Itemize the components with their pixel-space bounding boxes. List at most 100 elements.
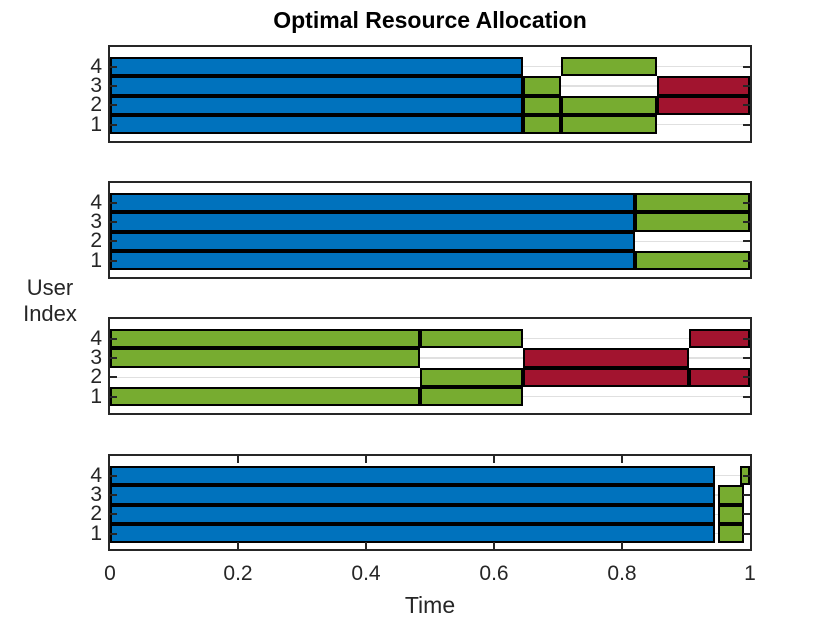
x-tick-label: 0.2: [223, 562, 253, 585]
y-tick-label: 4: [90, 190, 102, 214]
y-tick-right: [743, 259, 750, 262]
x-tick-label: 1: [744, 562, 756, 585]
bar-segment-user4-green: [561, 57, 658, 77]
y-tick-right: [743, 65, 750, 68]
y-tick-left: [110, 474, 117, 477]
x-tick-label: 0.6: [479, 562, 509, 585]
x-axis-label: Time: [404, 592, 456, 618]
bar-segment-user3-green: [718, 485, 744, 505]
bar-segment-user1-green: [420, 386, 523, 407]
y-tick-left: [110, 84, 117, 87]
y-tick-right: [743, 337, 750, 340]
y-tick-label: 1: [90, 248, 102, 272]
y-tick-right: [743, 356, 750, 359]
y-tick-label: 2: [90, 229, 102, 253]
y-tick-right: [743, 532, 750, 535]
subplot-4-axes: 4 3 2 1 0 0.2 0.4 0.6 0.8 1: [90, 454, 756, 585]
bar-segment-user4-blue: [110, 193, 635, 213]
bar-segment-user3-red: [657, 76, 750, 96]
bar-segment-user2-blue: [110, 95, 523, 115]
y-tick-label: 1: [90, 112, 102, 136]
y-tick-left: [110, 356, 117, 359]
y-tick-left: [110, 123, 117, 126]
x-tick-label: 0: [104, 562, 116, 585]
y-tick-label: 3: [90, 345, 102, 369]
y-tick-right: [743, 493, 750, 496]
y-tick-right: [743, 376, 750, 379]
y-tick-label: 4: [90, 54, 102, 78]
bar-segment-user2-green: [561, 95, 658, 115]
chart-title: Optimal Resource Allocation: [273, 7, 587, 33]
bar-segment-user4-green: [634, 193, 750, 213]
x-tick-bottom: [621, 542, 623, 549]
y-axis-label: User Index: [4, 275, 96, 327]
bar-segment-user2-blue: [110, 504, 715, 524]
y-tick-label: 3: [90, 209, 102, 233]
bar-segment-user1-green: [110, 386, 421, 407]
bar-segment-user3-blue: [110, 212, 635, 232]
y-tick-right: [743, 201, 750, 204]
x-tick-label: 0.8: [607, 562, 637, 585]
x-tick-top: [493, 456, 495, 463]
bar-segment-user3-red: [522, 348, 690, 368]
y-tick-left: [110, 104, 117, 107]
bar-segment-user4-green: [420, 329, 523, 349]
y-tick-label: 4: [90, 326, 102, 350]
y-tick-left: [110, 201, 117, 204]
bar-segment-user2-green: [420, 367, 523, 387]
y-tick-right: [743, 220, 750, 223]
y-tick-label: 1: [90, 521, 102, 545]
y-tick-left: [110, 337, 117, 340]
y-axis-label-line-2: Index: [23, 301, 77, 326]
x-tick-bottom: [365, 542, 367, 549]
bar-segment-user4-blue: [110, 57, 523, 77]
bar-segment-user1-green: [718, 523, 744, 544]
gridline: [110, 357, 750, 359]
bar-segment-user2-red: [657, 95, 750, 115]
bar-segment-user2-red: [689, 367, 750, 387]
y-tick-label: 2: [90, 502, 102, 526]
y-tick-left: [110, 376, 117, 379]
y-tick-left: [110, 259, 117, 262]
y-tick-right: [743, 513, 750, 516]
bar-segment-user4-blue: [110, 466, 715, 486]
y-tick-left: [110, 220, 117, 223]
bar-segment-user1-green: [522, 114, 562, 135]
y-tick-label: 3: [90, 482, 102, 506]
bar-segment-user1-green: [561, 114, 658, 135]
x-tick-top: [237, 456, 239, 463]
y-tick-right: [743, 395, 750, 398]
x-tick-top: [365, 456, 367, 463]
bar-segment-user3-green: [110, 348, 421, 368]
bar-segment-user2-blue: [110, 231, 635, 251]
y-tick-label: 4: [90, 463, 102, 487]
bar-segment-user2-green: [718, 504, 744, 524]
bar-segment-user3-green: [634, 212, 750, 232]
y-tick-label: 2: [90, 93, 102, 117]
y-tick-left: [110, 395, 117, 398]
bar-segment-user1-green: [634, 250, 750, 271]
y-tick-right: [743, 240, 750, 243]
bar-segment-user1-blue: [110, 250, 635, 271]
y-tick-left: [110, 65, 117, 68]
y-tick-right: [743, 123, 750, 126]
bar-segment-user3-blue: [110, 485, 715, 505]
y-tick-left: [110, 532, 117, 535]
bar-segment-user3-green: [522, 76, 562, 96]
y-axis-label-line-1: User: [26, 275, 74, 300]
x-tick-bottom: [237, 542, 239, 549]
bar-segment-user2-green: [522, 95, 562, 115]
x-tick-bottom: [493, 542, 495, 549]
y-tick-left: [110, 513, 117, 516]
bar-segment-user1-blue: [110, 114, 523, 135]
y-tick-label: 3: [90, 73, 102, 97]
bar-segment-user1-blue: [110, 523, 715, 544]
bar-segment-user2-red: [522, 367, 690, 387]
y-tick-label: 2: [90, 365, 102, 389]
y-tick-left: [110, 493, 117, 496]
y-tick-right: [743, 474, 750, 477]
